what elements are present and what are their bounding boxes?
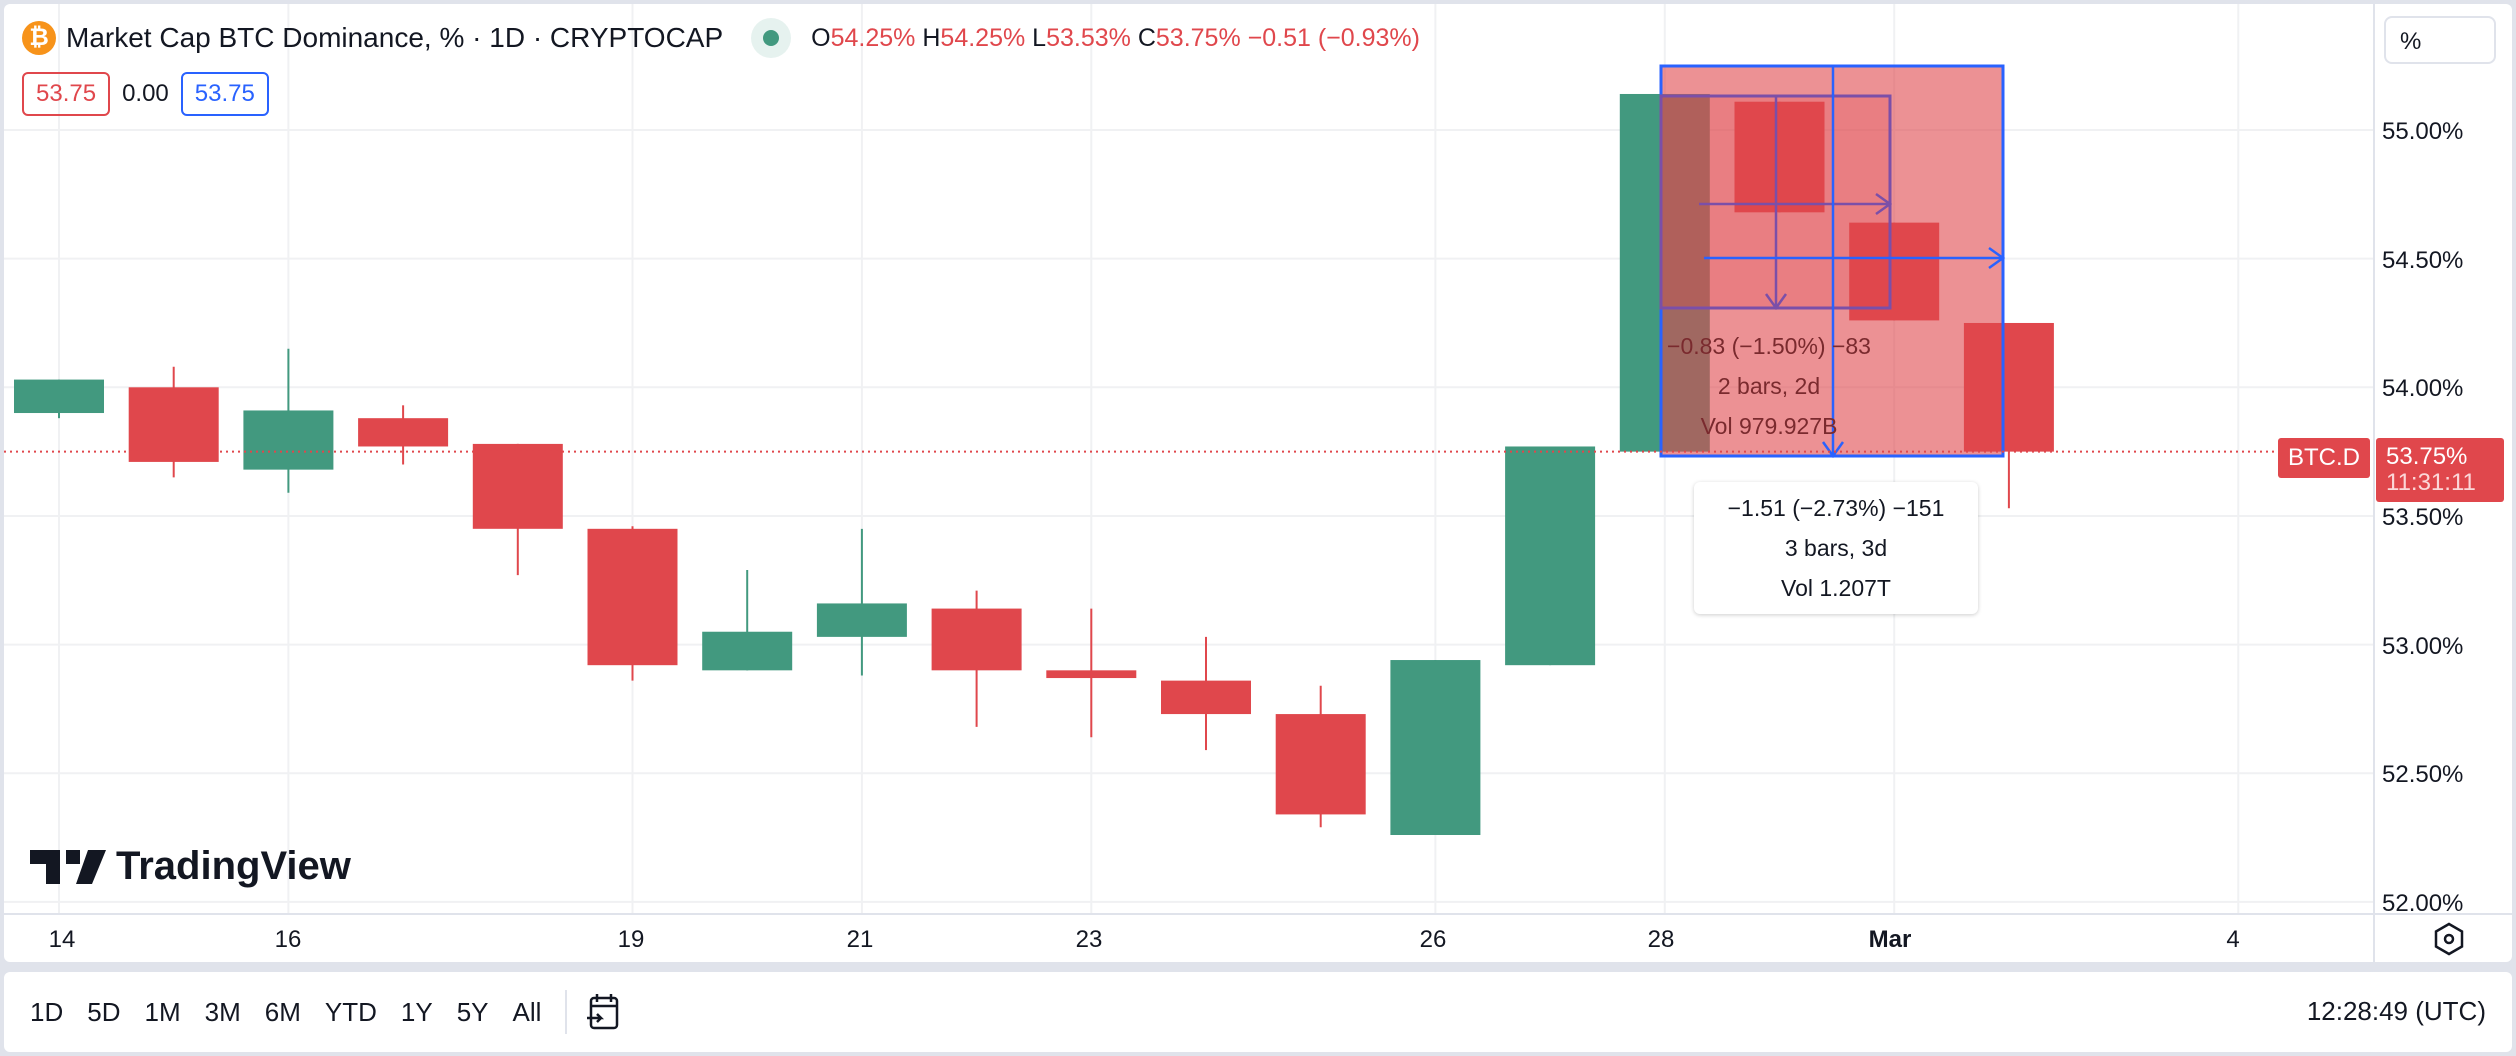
time-label: 28 bbox=[1647, 926, 1675, 953]
candle-body bbox=[702, 631, 793, 671]
candlestick-chart[interactable] bbox=[4, 4, 2512, 962]
time-label: 19 bbox=[617, 926, 645, 953]
last-price-tag: 53.75% 11:31:11 bbox=[2376, 438, 2504, 502]
ohlc-values: O54.25% H54.25% L53.53% C53.75% −0.51 (−… bbox=[811, 23, 1420, 52]
measure-arrows-2-bars bbox=[1699, 96, 1893, 311]
time-label: 21 bbox=[846, 926, 874, 953]
symbol-title[interactable]: Market Cap BTC Dominance, % · 1D · CRYPT… bbox=[66, 22, 724, 53]
sell-button[interactable]: 53.75 bbox=[22, 72, 111, 116]
price-label: 54.00% bbox=[2382, 375, 2464, 402]
range-ytd[interactable]: YTD bbox=[324, 996, 377, 1027]
percent-scale-button[interactable]: % bbox=[2384, 16, 2496, 64]
candle-body bbox=[14, 379, 104, 414]
candle-body bbox=[816, 603, 907, 637]
symbol-price-tag: BTC.D bbox=[2278, 438, 2370, 478]
candle-body bbox=[472, 443, 563, 529]
candle-body bbox=[1505, 446, 1596, 666]
range-5d[interactable]: 5D bbox=[87, 996, 121, 1027]
legend-header: ₿ Market Cap BTC Dominance, % · 1D · CRY… bbox=[22, 18, 1420, 58]
time-label: 23 bbox=[1075, 926, 1103, 953]
candle-body bbox=[931, 608, 1022, 671]
candle-body bbox=[1046, 670, 1137, 679]
candle-body bbox=[128, 387, 219, 462]
bottom-toolbar: 1D 5D 1M 3M 6M YTD 1Y 5Y All 12:28:49 (U… bbox=[4, 972, 2512, 1052]
measure-label-3-bars: −1.51 (−2.73%) −151 3 bars, 3d Vol 1.207T bbox=[1694, 482, 1978, 614]
candle-body bbox=[1161, 680, 1251, 715]
time-label: Mar bbox=[1868, 926, 1912, 953]
toolbar-divider bbox=[565, 990, 568, 1034]
chart-panel[interactable]: ₿ Market Cap BTC Dominance, % · 1D · CRY… bbox=[4, 4, 2512, 962]
candle-body bbox=[1390, 660, 1481, 836]
range-3m[interactable]: 3M bbox=[204, 996, 241, 1027]
price-label: 55.00% bbox=[2382, 118, 2464, 145]
range-5y[interactable]: 5Y bbox=[456, 996, 489, 1027]
time-label: 16 bbox=[274, 926, 302, 953]
tradingview-logo-icon bbox=[30, 849, 106, 884]
tradingview-logo[interactable]: TradingView bbox=[30, 844, 351, 889]
bar-countdown: 11:31:11 bbox=[2386, 469, 2476, 496]
candle-body bbox=[587, 528, 678, 666]
price-label: 52.50% bbox=[2382, 761, 2464, 788]
time-label: 26 bbox=[1419, 926, 1447, 953]
range-1y[interactable]: 1Y bbox=[400, 996, 433, 1027]
range-all[interactable]: All bbox=[512, 996, 542, 1027]
price-label: 53.00% bbox=[2382, 633, 2464, 660]
candle-body bbox=[1275, 714, 1366, 815]
trade-values: 53.75 0.00 53.75 bbox=[22, 72, 269, 116]
buy-button[interactable]: 53.75 bbox=[180, 72, 269, 116]
spread-value: 0.00 bbox=[122, 80, 169, 107]
range-1d[interactable]: 1D bbox=[30, 996, 64, 1027]
candle-body bbox=[243, 410, 334, 470]
calendar-goto-icon[interactable] bbox=[585, 992, 621, 1032]
price-label: 54.50% bbox=[2382, 247, 2464, 274]
measure-label-2-bars: −0.83 (−1.50%) −83 2 bars, 2d Vol 979.927B bbox=[1667, 333, 1871, 439]
measure-arrows-3-bars bbox=[1704, 66, 2006, 459]
time-label: 14 bbox=[48, 926, 76, 953]
range-1m[interactable]: 1M bbox=[144, 996, 181, 1027]
time-label: 4 bbox=[2226, 926, 2240, 953]
settings-icon[interactable] bbox=[2432, 922, 2466, 956]
timezone-clock[interactable]: 12:28:49 (UTC) bbox=[2306, 996, 2486, 1026]
bitcoin-icon: ₿ bbox=[22, 21, 56, 55]
market-status-icon[interactable] bbox=[751, 18, 792, 58]
candle-body bbox=[358, 418, 449, 447]
range-6m[interactable]: 6M bbox=[264, 996, 301, 1027]
price-label: 52.00% bbox=[2382, 890, 2464, 917]
price-label: 53.50% bbox=[2382, 504, 2464, 531]
